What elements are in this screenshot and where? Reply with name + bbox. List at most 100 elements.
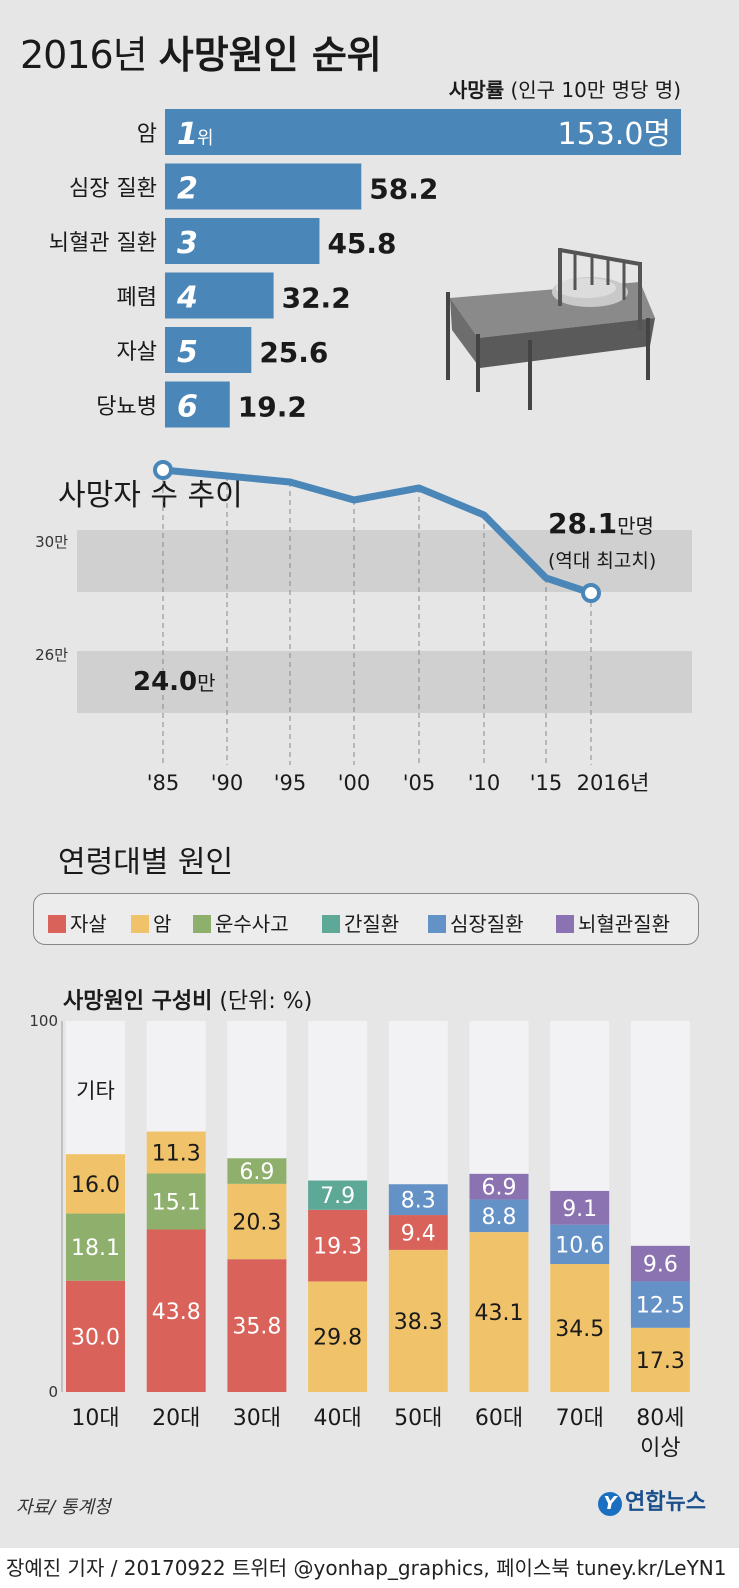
- logo-text: 연합뉴스: [625, 1490, 706, 1515]
- x-tick-label: '10: [468, 771, 501, 795]
- legend-swatch: [322, 915, 340, 933]
- segment-value-label: 38.3: [394, 1310, 443, 1335]
- age-category-label: 20대: [152, 1406, 200, 1431]
- legend-item: 운수사고: [193, 908, 289, 937]
- stack-segment: [630, 1281, 690, 1328]
- segment-value-label: 7.9: [320, 1184, 355, 1209]
- x-tick-label: '00: [338, 771, 371, 795]
- stack-segment: [469, 1173, 529, 1200]
- stack-segment: [66, 1154, 125, 1214]
- legend-swatch: [131, 915, 149, 933]
- rank-category-label: 자살: [117, 340, 157, 365]
- stack-segment: [308, 1180, 368, 1210]
- x-tick-label: '95: [274, 771, 307, 795]
- rank-value-label: 19.2: [238, 391, 307, 424]
- y-tick-label: 0: [48, 1383, 58, 1401]
- stack-segment: [308, 1209, 368, 1282]
- rank-value-label: 45.8: [327, 227, 396, 260]
- age-category-label: 80세: [636, 1406, 684, 1431]
- rank-number: 2: [177, 172, 198, 207]
- yonhap-logo: Y 연합뉴스: [598, 1484, 706, 1516]
- y-tick-label: 100: [29, 1012, 58, 1030]
- rank-value-label: 153.0명: [558, 117, 671, 152]
- x-tick-label: '15: [530, 771, 563, 795]
- page-title: 2016년 사망원인 순위: [20, 24, 382, 79]
- stack-segment: [469, 1232, 529, 1392]
- stack-segment: [66, 1280, 125, 1392]
- age-category-label: 30대: [233, 1406, 281, 1431]
- segment-value-label: 12.5: [636, 1294, 685, 1319]
- rank-value-label: 58.2: [369, 173, 438, 206]
- stack-segment: [630, 1327, 690, 1392]
- stack-segment: [469, 1199, 529, 1233]
- segment-value-label: 29.8: [313, 1326, 362, 1351]
- stack-segment: [146, 1131, 206, 1174]
- rank-number: 4: [176, 281, 198, 316]
- composition-subtitle: 사망원인 구성비: [63, 989, 213, 1014]
- age-category-label: 40대: [313, 1406, 361, 1431]
- rate-unit-line: 사망률 (인구 10만 명당 명): [449, 74, 681, 103]
- stack-segment: [550, 1264, 610, 1392]
- start-label-unit: 만: [197, 671, 215, 695]
- segment-value-label: 9.4: [401, 1221, 436, 1246]
- rank-category-label: 폐렴: [117, 286, 157, 311]
- segment-value-label: 15.1: [152, 1190, 201, 1215]
- legend-label: 자살: [70, 912, 107, 936]
- segment-value-label: 17.3: [636, 1349, 685, 1374]
- segment-value-label: 19.3: [313, 1235, 362, 1260]
- title-main: 사망원인 순위: [158, 33, 382, 77]
- end-label-unit: 만명: [617, 514, 654, 538]
- segment-value-label: 43.8: [152, 1300, 201, 1325]
- y-tick-label: 26만: [35, 646, 68, 664]
- legend-label: 암: [153, 912, 172, 936]
- legend-item: 간질환: [322, 908, 399, 937]
- trend-endpoint: [581, 583, 601, 603]
- x-tick-label: '05: [403, 771, 436, 795]
- title-year: 2016년: [20, 33, 148, 77]
- x-tick-label: '90: [211, 771, 244, 795]
- segment-value-label: 20.3: [232, 1211, 281, 1236]
- end-note: (역대 최고치): [548, 550, 656, 572]
- rank-bar: [165, 163, 362, 210]
- legend-swatch: [193, 915, 211, 933]
- age-category-label: 10대: [71, 1406, 119, 1431]
- rate-label: 사망률: [448, 78, 505, 102]
- legend-label: 뇌혈관질환: [578, 912, 670, 936]
- stack-segment: [308, 1281, 368, 1392]
- stack-segment: [227, 1158, 287, 1184]
- legend-item: 뇌혈관질환: [556, 908, 670, 937]
- legend-swatch: [556, 915, 574, 933]
- legend: 자살 암 운수사고 간질환 심장질환 뇌혈관질환: [33, 893, 699, 945]
- segment-value-label: 30.0: [71, 1325, 120, 1350]
- x-tick-label: 2016년: [577, 771, 650, 795]
- trend-title: 사망자 수 추이: [58, 478, 243, 513]
- start-label: 24.0만: [133, 667, 216, 697]
- source: 자료/ 통계청: [16, 1497, 111, 1518]
- rank-category-label: 뇌혈관 질환: [49, 231, 157, 256]
- segment-value-label: 18.1: [71, 1236, 120, 1261]
- rank-bar: [165, 327, 252, 373]
- segment-value-label: 16.0: [71, 1173, 120, 1198]
- segment-value-label: 34.5: [555, 1317, 604, 1342]
- rank-value-label: 25.6: [259, 336, 328, 369]
- segment-value-label: 8.3: [401, 1189, 436, 1214]
- rank-number: 6: [177, 390, 198, 425]
- segment-value-label: 8.8: [482, 1205, 517, 1230]
- stack-segment: [227, 1259, 287, 1392]
- legend-swatch: [428, 915, 446, 933]
- segment-value-label: 9.6: [643, 1253, 678, 1278]
- end-label: 28.1만명: [548, 507, 654, 540]
- legend-item: 암: [131, 908, 171, 937]
- legend-label: 심장질환: [450, 912, 524, 936]
- legend-item: 심장질환: [428, 908, 524, 937]
- footer-credit: 장예진 기자 / 20170922 트위터 @yonhap_graphics, …: [0, 1548, 739, 1588]
- start-label-value: 24.0: [133, 667, 197, 697]
- legend-label: 간질환: [344, 912, 400, 936]
- end-label-value: 28.1: [548, 507, 617, 540]
- segment-value-label: 11.3: [152, 1142, 201, 1167]
- other-label: 기타: [76, 1079, 115, 1103]
- segment-value-label: 6.9: [239, 1160, 274, 1185]
- age-category-label-line2: 이상: [640, 1436, 680, 1461]
- rank-category-label: 당뇨병: [96, 395, 157, 420]
- band-lower: [77, 651, 692, 713]
